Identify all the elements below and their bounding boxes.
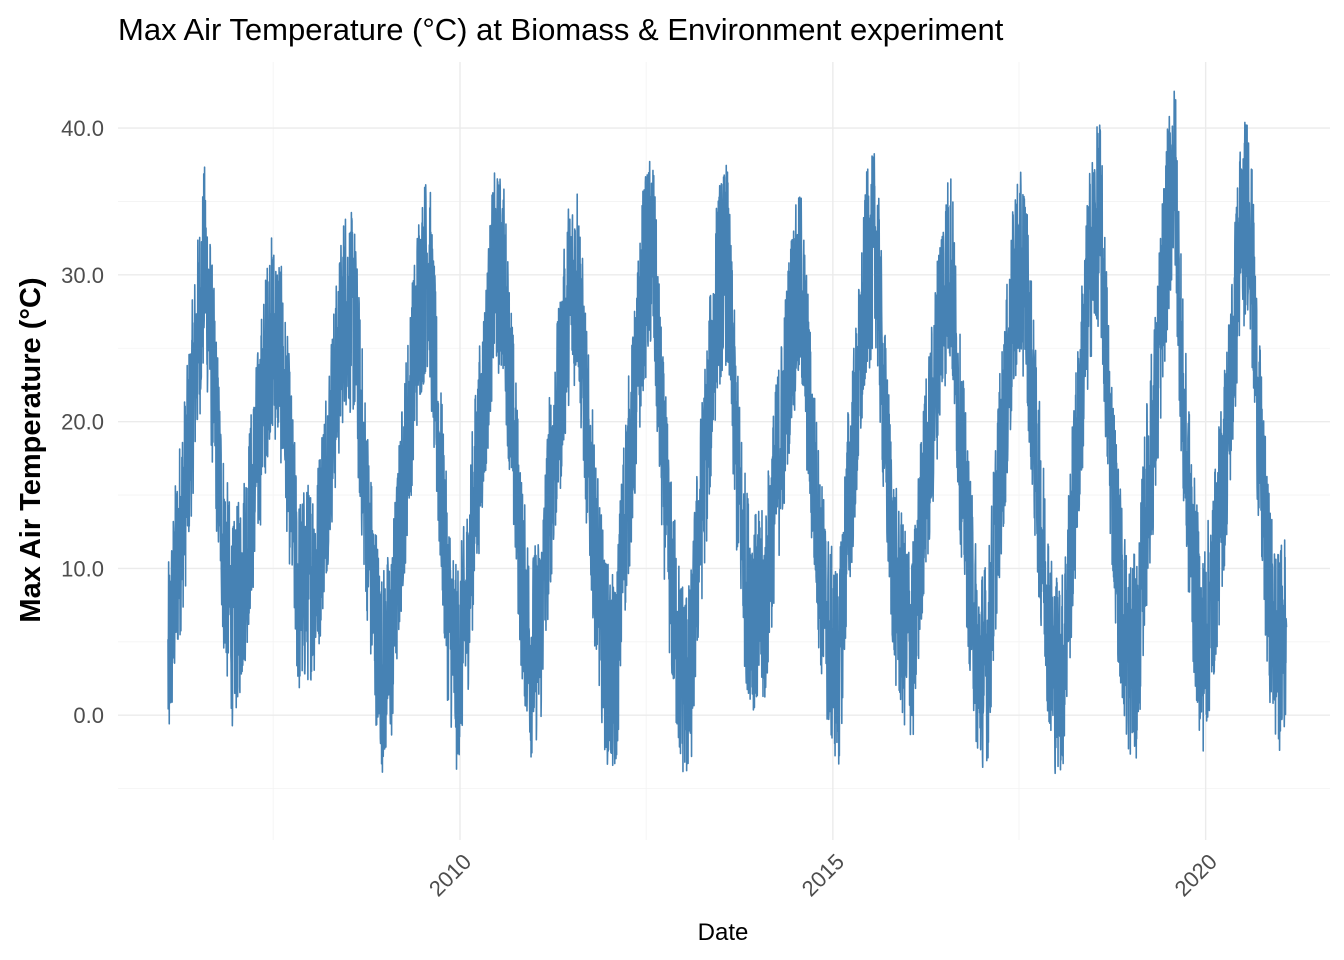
y-tick-label: 0.0 — [73, 703, 104, 728]
x-axis-label: Date — [698, 919, 749, 946]
y-tick-label: 20.0 — [61, 410, 104, 435]
x-tick-label: 2020 — [1170, 849, 1222, 901]
chart-title: Max Air Temperature (°C) at Biomass & En… — [118, 12, 1004, 47]
y-tick-label: 30.0 — [61, 263, 104, 288]
x-tick-label: 2010 — [424, 849, 476, 901]
y-axis-ticks: 0.0 10.0 20.0 30.0 40.0 — [61, 116, 104, 728]
x-tick-label: 2015 — [797, 849, 849, 901]
x-axis-ticks: 2010 2015 2020 — [424, 849, 1222, 901]
y-axis-label: Max Air Temperature (°C) — [15, 277, 47, 622]
y-tick-label: 40.0 — [61, 116, 104, 141]
y-tick-label: 10.0 — [61, 556, 104, 581]
series-line — [167, 90, 1288, 775]
